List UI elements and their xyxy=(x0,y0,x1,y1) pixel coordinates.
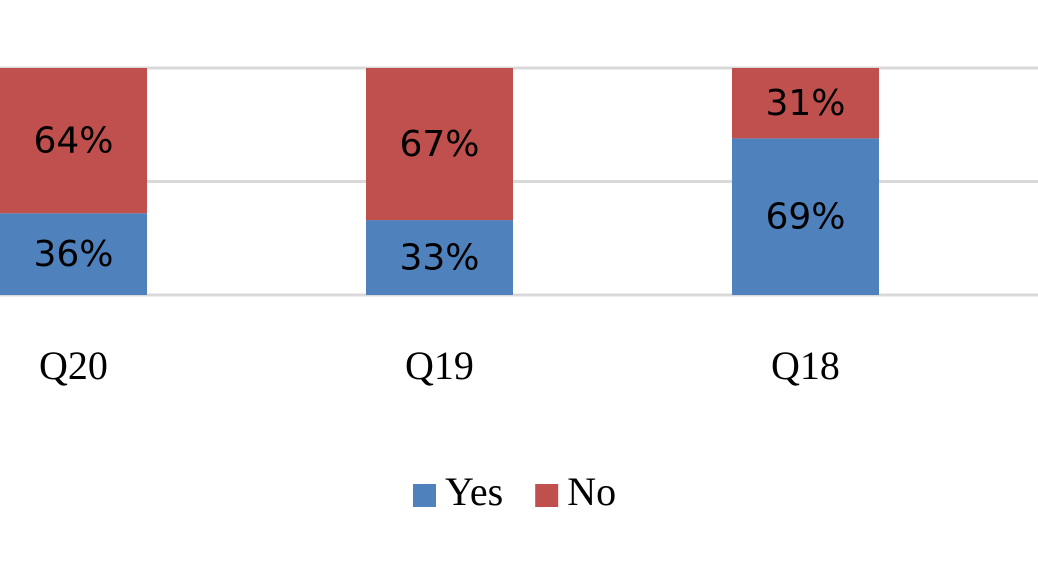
data-label: 69% xyxy=(765,197,845,238)
legend-label: No xyxy=(567,469,616,514)
x-tick-label: Q20 xyxy=(39,343,108,388)
legend-label: Yes xyxy=(445,469,503,514)
bar-segment xyxy=(0,213,147,295)
data-label: 31% xyxy=(765,83,845,124)
x-tick-label: Q19 xyxy=(405,343,474,388)
data-label: 36% xyxy=(33,234,113,275)
x-tick-label: Q18 xyxy=(771,343,840,388)
legend-swatch xyxy=(413,484,436,507)
bar-segment xyxy=(0,68,147,214)
legend-swatch xyxy=(535,484,559,507)
bar-segment xyxy=(366,220,513,295)
bar-segment xyxy=(366,68,513,221)
data-label: 33% xyxy=(399,238,479,279)
bar-segment xyxy=(732,68,879,139)
data-label: 67% xyxy=(399,124,479,165)
data-label: 64% xyxy=(33,121,113,162)
bar-segment xyxy=(732,138,879,295)
